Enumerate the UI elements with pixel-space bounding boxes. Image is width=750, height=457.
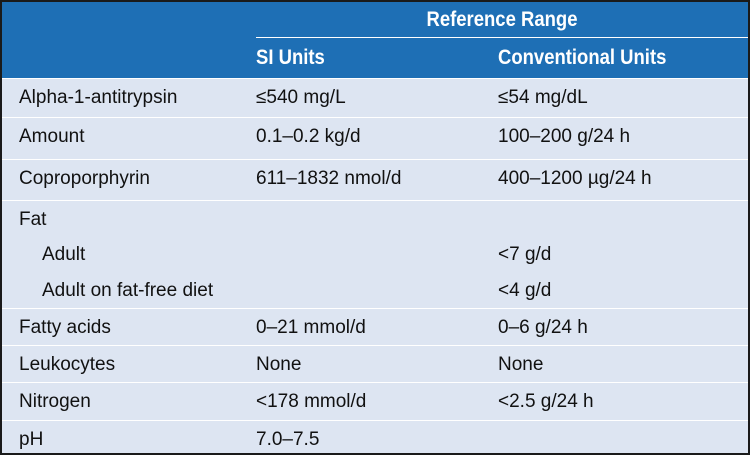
table-row: Adult <7 g/d	[2, 236, 748, 272]
si-units-heading: SI Units	[256, 46, 325, 69]
si-value: 0–21 mmol/d	[256, 317, 366, 338]
conventional-value: ≤54 mg/dL	[498, 87, 588, 108]
test-name: Fatty acids	[19, 317, 111, 338]
table-row: Amount 0.1–0.2 kg/d 100–200 g/24 h	[2, 117, 748, 159]
table-row: Leukocytes None None	[2, 345, 748, 382]
si-value: 0.1–0.2 kg/d	[256, 126, 361, 147]
test-name: Fat	[19, 209, 47, 230]
test-name: Alpha-1-antitrypsin	[19, 87, 178, 108]
table-header: Reference Range SI Units Conventional Un…	[2, 2, 748, 78]
table-row: Adult on fat-free diet <4 g/d	[2, 272, 748, 308]
conventional-value: <2.5 g/24 h	[498, 391, 594, 412]
conventional-value: 100–200 g/24 h	[498, 126, 631, 147]
test-name: Amount	[19, 126, 85, 147]
test-name: Adult	[42, 244, 86, 265]
si-value: ≤540 mg/L	[256, 87, 346, 108]
table-row: pH 7.0–7.5	[2, 420, 748, 457]
conventional-value: None	[498, 354, 544, 375]
table-row: Fatty acids 0–21 mmol/d 0–6 g/24 h	[2, 308, 748, 345]
si-value: 7.0–7.5	[256, 429, 320, 450]
header-divider	[256, 37, 748, 38]
test-name: Nitrogen	[19, 391, 91, 412]
si-value: 611–1832 nmol/d	[256, 168, 402, 189]
test-name: Leukocytes	[19, 354, 116, 375]
table-row: Alpha-1-antitrypsin ≤540 mg/L ≤54 mg/dL	[2, 78, 748, 117]
table-row: Fat	[2, 200, 748, 236]
conventional-units-heading: Conventional Units	[498, 46, 667, 69]
si-value: <178 mmol/d	[256, 391, 367, 412]
test-name: Adult on fat-free diet	[42, 280, 214, 301]
test-name: Coproporphyrin	[19, 168, 150, 189]
conventional-value: 400–1200 µg/24 h	[498, 168, 652, 189]
table-body: Alpha-1-antitrypsin ≤540 mg/L ≤54 mg/dL …	[2, 78, 748, 457]
si-value: None	[256, 354, 302, 375]
conventional-value: <4 g/d	[498, 280, 552, 301]
conventional-value: <7 g/d	[498, 244, 552, 265]
table-row: Coproporphyrin 611–1832 nmol/d 400–1200 …	[2, 159, 748, 200]
conventional-value: 0–6 g/24 h	[498, 317, 588, 338]
reference-range-heading: Reference Range	[426, 8, 578, 31]
table-row: Nitrogen <178 mmol/d <2.5 g/24 h	[2, 382, 748, 420]
test-name: pH	[19, 429, 44, 450]
